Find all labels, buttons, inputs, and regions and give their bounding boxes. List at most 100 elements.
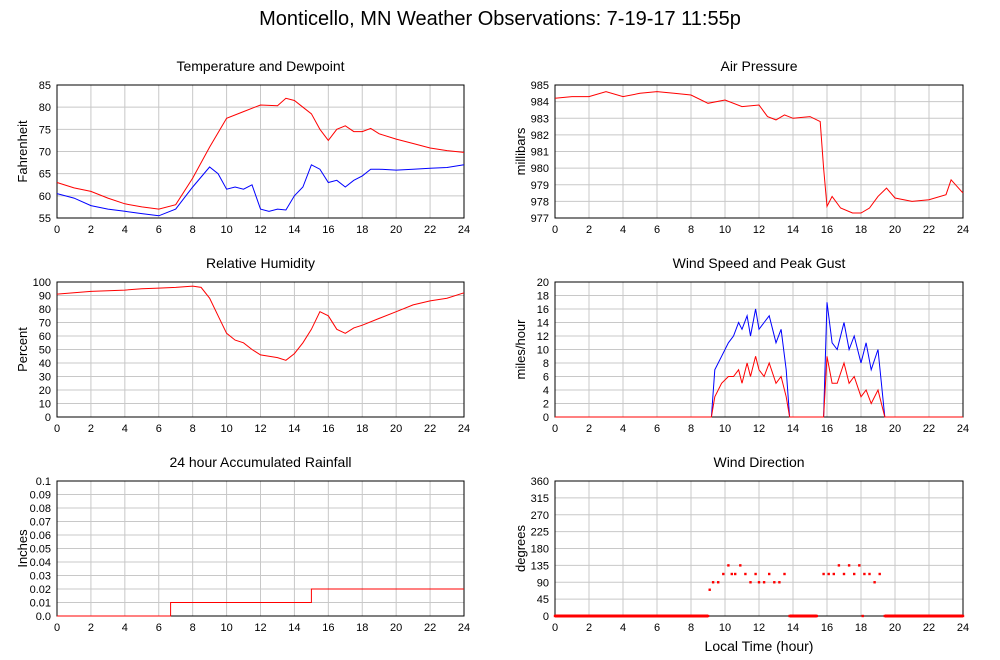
- y-tick-label: 180: [531, 544, 549, 556]
- x-tick-label: 24: [957, 622, 969, 634]
- y-tick-label: 55: [39, 213, 51, 225]
- y-axis-label: Percent: [15, 327, 30, 372]
- y-tick-label: 70: [39, 318, 51, 330]
- x-tick-label: 16: [821, 224, 833, 236]
- y-tick-label: 6: [543, 372, 549, 384]
- y-tick-label: 0: [45, 412, 51, 424]
- x-tick-label: 14: [787, 423, 799, 435]
- x-tick-label: 14: [787, 224, 799, 236]
- x-tick-label: 4: [620, 224, 626, 236]
- y-tick-label: 20: [537, 277, 549, 289]
- y-axis-label: Fahrenheit: [15, 120, 30, 183]
- series-line-1: [555, 356, 963, 418]
- y-tick-label: 60: [39, 331, 51, 343]
- y-tick-label: 0: [543, 412, 549, 424]
- data-point: [711, 581, 715, 584]
- chart-title: Temperature and Dewpoint: [176, 58, 344, 74]
- x-tick-label: 0: [552, 423, 558, 435]
- series-line-0: [554, 91, 964, 214]
- y-tick-label: 0.01: [30, 598, 51, 610]
- x-tick-label: 22: [424, 423, 436, 435]
- data-point: [832, 572, 835, 576]
- y-tick-label: 0.05: [30, 544, 51, 556]
- x-tick-label: 16: [821, 423, 833, 435]
- data-point: [773, 581, 776, 584]
- y-tick-label: 65: [39, 169, 51, 181]
- x-tick-label: 0: [54, 423, 60, 435]
- x-tick-label: 8: [688, 224, 694, 236]
- y-tick-label: 979: [531, 180, 549, 192]
- data-point: [847, 564, 851, 567]
- x-tick-label: 14: [288, 224, 300, 236]
- y-tick-label: 45: [537, 594, 549, 606]
- chart-pressure: 0 2 4 6 8 10 12 14 16 18 20 22 249779789799809819829…: [513, 58, 969, 236]
- x-tick-label: 6: [156, 224, 162, 236]
- series-line-0: [555, 302, 963, 418]
- y-tick-label: 75: [39, 124, 51, 136]
- x-tick-label: 8: [190, 224, 196, 236]
- y-tick-label: 14: [537, 318, 549, 330]
- chart-rain: 0 2 4 6 8 10 12 14 16 18 20 22 240.00.010.020.030.04…: [15, 454, 470, 634]
- data-point: [749, 581, 752, 584]
- x-tick-label: 10: [220, 423, 232, 435]
- chart-temp: 0 2 4 6 8 10 12 14 16 18 20 22 2455606570758085Tempe…: [15, 58, 470, 236]
- x-tick-label: 14: [288, 622, 300, 634]
- data-point: [757, 581, 761, 584]
- y-tick-label: 85: [39, 80, 51, 92]
- x-tick-label: 6: [156, 622, 162, 634]
- x-tick-label: 22: [923, 224, 935, 236]
- x-tick-label: 22: [424, 224, 436, 236]
- x-tick-label: 20: [390, 423, 402, 435]
- chart-title: Wind Speed and Peak Gust: [673, 255, 846, 271]
- x-tick-label: 14: [288, 423, 300, 435]
- x-tick-label: 8: [190, 622, 196, 634]
- y-tick-label: 10: [39, 399, 51, 411]
- y-tick-label: 90: [537, 577, 549, 589]
- x-tick-label: 2: [88, 224, 94, 236]
- y-tick-label: 985: [531, 80, 549, 92]
- x-tick-label: 16: [322, 423, 334, 435]
- y-tick-label: 40: [39, 358, 51, 370]
- y-tick-label: 8: [543, 358, 549, 370]
- x-tick-label: 22: [424, 622, 436, 634]
- data-point: [878, 572, 881, 576]
- series-line-0: [56, 285, 465, 361]
- data-point: [722, 572, 725, 576]
- x-tick-label: 4: [620, 622, 626, 634]
- data-point: [827, 572, 830, 576]
- y-tick-label: 981: [531, 147, 549, 159]
- data-point: [708, 588, 711, 591]
- data-point: [837, 564, 841, 567]
- x-tick-label: 14: [787, 622, 799, 634]
- y-tick-label: 60: [39, 191, 51, 203]
- y-tick-label: 0.02: [30, 584, 51, 596]
- chart-title: Wind Direction: [713, 454, 804, 470]
- x-tick-label: 8: [688, 622, 694, 634]
- y-tick-label: 50: [39, 345, 51, 357]
- data-point: [727, 564, 730, 567]
- chart-title: 24 hour Accumulated Rainfall: [169, 454, 351, 470]
- y-tick-label: 360: [531, 476, 549, 488]
- y-tick-label: 0.1: [36, 476, 51, 488]
- data-point: [822, 572, 825, 576]
- series-points: [553, 564, 965, 618]
- y-tick-label: 982: [531, 130, 549, 142]
- x-tick-label: 4: [122, 224, 128, 236]
- x-tick-label: 10: [719, 423, 731, 435]
- plot-frame: [56, 281, 465, 418]
- data-point: [768, 572, 771, 576]
- y-tick-label: 80: [39, 304, 51, 316]
- series-line-1: [56, 164, 465, 217]
- y-tick-label: 983: [531, 113, 549, 125]
- x-tick-label: 2: [586, 423, 592, 435]
- y-tick-label: 16: [537, 304, 549, 316]
- x-tick-label: 12: [254, 224, 266, 236]
- x-tick-label: 0: [54, 622, 60, 634]
- x-tick-label: 18: [855, 224, 867, 236]
- y-tick-label: 0.06: [30, 530, 51, 542]
- data-point: [853, 572, 856, 576]
- x-tick-label: 20: [390, 622, 402, 634]
- y-tick-label: 0.08: [30, 503, 51, 515]
- x-tick-label: 18: [356, 622, 368, 634]
